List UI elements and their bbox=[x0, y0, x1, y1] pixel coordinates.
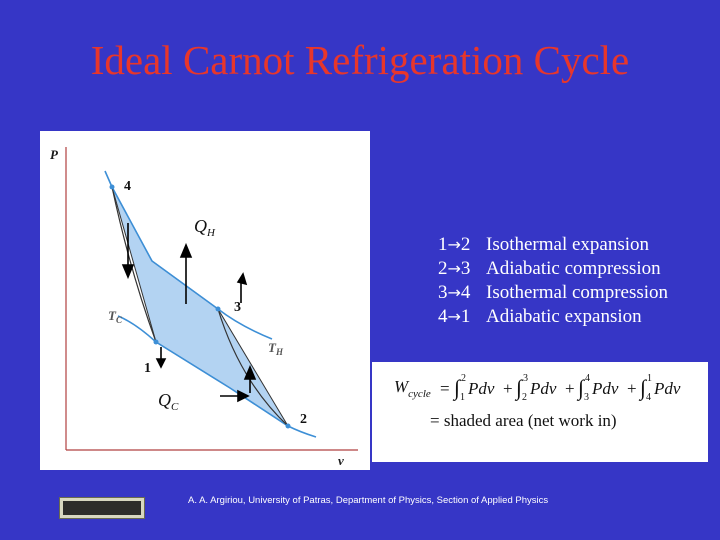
footer-credit: A. A. Argiriou, University of Patras, De… bbox=[188, 495, 549, 506]
integral-1-lower: 1 bbox=[460, 392, 465, 403]
qc-label: QC bbox=[158, 390, 179, 413]
integral-1: ∫ bbox=[452, 375, 462, 401]
point-3-label: 3 bbox=[234, 300, 241, 315]
integral-4-upper: 1 bbox=[647, 373, 652, 384]
integral-2: ∫ bbox=[514, 375, 524, 401]
step-item: 4→1 Adiabatic expansion bbox=[438, 306, 642, 327]
step-item: 2→3 Adiabatic compression bbox=[438, 258, 661, 279]
p-axis-label: P bbox=[50, 147, 59, 162]
point-1-label: 1 bbox=[144, 361, 151, 376]
equals-sign: = bbox=[440, 379, 450, 398]
pdv-term: Pdv bbox=[529, 379, 557, 398]
v-axis-label: v bbox=[338, 453, 344, 468]
pdv-term: Pdv bbox=[653, 379, 681, 398]
pdv-term: Pdv bbox=[467, 379, 495, 398]
integral-4-lower: 4 bbox=[646, 392, 651, 403]
qh-label: QH bbox=[194, 216, 216, 239]
th-label: TH bbox=[268, 340, 284, 357]
point-4-label: 4 bbox=[124, 179, 131, 194]
university-logo bbox=[59, 497, 145, 519]
process-12-arrow-head bbox=[155, 358, 167, 369]
tc-label: TC bbox=[108, 308, 123, 325]
integral-1-upper: 2 bbox=[461, 373, 466, 384]
pdv-term: Pdv bbox=[591, 379, 619, 398]
qc-arrow-head bbox=[237, 389, 250, 403]
state-point-3 bbox=[215, 306, 221, 312]
th-isotherm bbox=[104, 170, 273, 340]
integral-2-lower: 2 bbox=[522, 392, 527, 403]
w-cycle-symbol: Wcycle bbox=[394, 377, 431, 400]
integral-3: ∫ bbox=[576, 375, 586, 401]
work-formula: Wcycle = ∫ 2 1 Pdv + ∫ 3 2 Pdv + ∫ 4 3 P… bbox=[372, 362, 708, 462]
step-item: 1→2 Isothermal expansion bbox=[438, 234, 650, 255]
shaded-area-line: = shaded area (net work in) bbox=[430, 411, 617, 430]
slide-title: Ideal Carnot Refrigeration Cycle bbox=[90, 37, 630, 83]
process-41-arrow-head bbox=[121, 264, 135, 280]
step-item: 3→4 Isothermal compression bbox=[438, 282, 669, 303]
state-point-4 bbox=[109, 184, 115, 190]
qh-arrow-head bbox=[179, 242, 193, 258]
process-34-arrow-head bbox=[236, 272, 248, 286]
pv-diagram: P v 4 3 1 2 QH QC TC TH bbox=[40, 131, 370, 470]
tc-isotherm bbox=[117, 315, 317, 438]
integral-4: ∫ bbox=[638, 375, 648, 401]
plus-sign: + bbox=[503, 379, 513, 398]
process-steps-list: 1→2 Isothermal expansion 2→3 Adiabatic com… bbox=[438, 233, 668, 329]
state-point-1 bbox=[153, 339, 159, 345]
plus-sign: + bbox=[627, 379, 637, 398]
process-23-arrow-head bbox=[243, 364, 257, 380]
integral-3-upper: 4 bbox=[585, 373, 590, 384]
integral-3-lower: 3 bbox=[584, 392, 589, 403]
state-point-2 bbox=[285, 423, 291, 429]
point-2-label: 2 bbox=[300, 412, 307, 427]
plus-sign: + bbox=[565, 379, 575, 398]
integral-2-upper: 3 bbox=[523, 373, 528, 384]
